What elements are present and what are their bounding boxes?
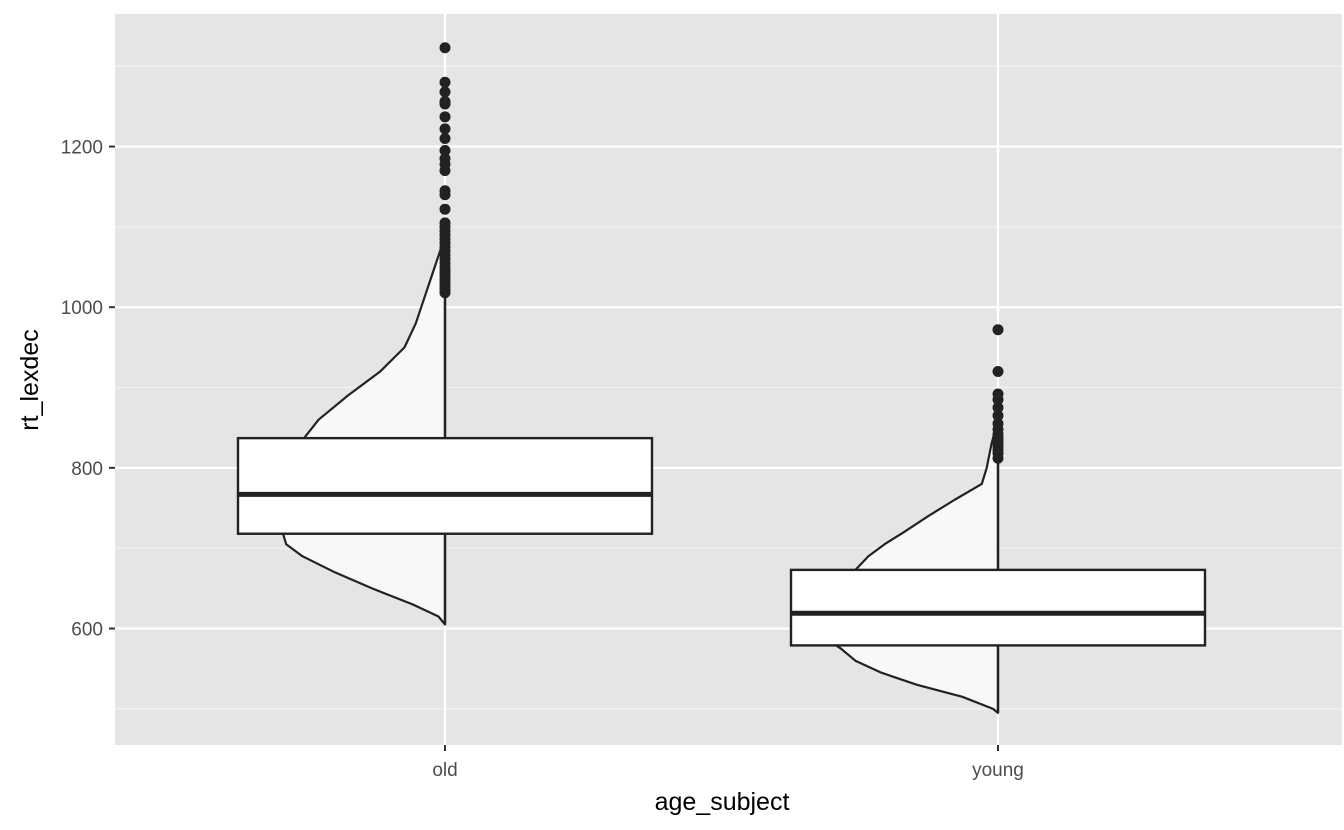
outlier-point <box>439 76 451 88</box>
outlier-point <box>439 203 451 215</box>
y-tick-label: 1000 <box>61 298 103 319</box>
x-tick-label: young <box>972 760 1024 781</box>
box-groups <box>236 42 1207 714</box>
outlier-point <box>992 324 1004 336</box>
outlier-point <box>439 42 451 54</box>
x-axis-title: age_subject <box>655 788 790 816</box>
outlier-point <box>439 145 451 157</box>
box <box>236 436 654 535</box>
outlier-point <box>992 418 1004 430</box>
outlier-point <box>439 111 451 123</box>
outlier-point <box>439 185 451 197</box>
outlier-point <box>992 388 1004 400</box>
outlier-point <box>439 133 451 145</box>
outlier-point <box>439 153 451 165</box>
y-axis: 600 800 1000 1200 <box>61 138 115 641</box>
y-axis-title: rt_lexdec <box>16 329 44 430</box>
x-tick-label: old <box>432 760 457 781</box>
outlier-point <box>992 402 1004 414</box>
x-axis: old young <box>432 745 1024 781</box>
outlier-point <box>439 217 451 229</box>
box-group-young <box>789 324 1207 714</box>
box <box>789 568 1207 647</box>
y-tick-label: 800 <box>71 459 103 480</box>
box-group-old <box>236 42 654 626</box>
outlier-point <box>439 123 451 135</box>
outlier-point <box>439 96 451 108</box>
y-tick-label: 600 <box>71 620 103 641</box>
outlier-point <box>992 410 1004 422</box>
y-tick-label: 1200 <box>61 138 103 159</box>
outlier-point <box>992 365 1004 377</box>
outlier-point <box>439 86 451 98</box>
